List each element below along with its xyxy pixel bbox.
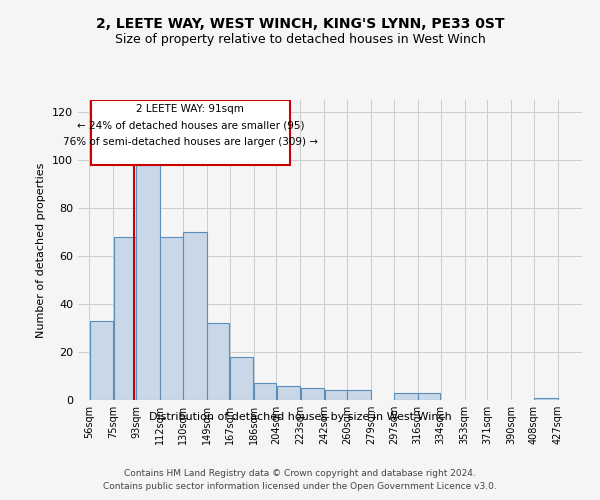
Bar <box>418 393 440 400</box>
Text: 2, LEETE WAY, WEST WINCH, KING'S LYNN, PE33 0ST: 2, LEETE WAY, WEST WINCH, KING'S LYNN, P… <box>96 18 504 32</box>
Bar <box>394 393 418 400</box>
Y-axis label: Number of detached properties: Number of detached properties <box>37 162 46 338</box>
Bar <box>113 237 136 400</box>
Bar <box>136 165 160 400</box>
Bar <box>277 386 300 400</box>
Text: 76% of semi-detached houses are larger (309) →: 76% of semi-detached houses are larger (… <box>63 137 318 147</box>
Text: Contains public sector information licensed under the Open Government Licence v3: Contains public sector information licen… <box>103 482 497 491</box>
Bar <box>325 390 347 400</box>
Bar <box>89 321 113 400</box>
Bar <box>183 232 206 400</box>
Bar <box>207 323 229 400</box>
Bar <box>301 388 324 400</box>
Text: 2 LEETE WAY: 91sqm: 2 LEETE WAY: 91sqm <box>136 104 244 114</box>
FancyBboxPatch shape <box>91 100 290 165</box>
Text: Size of property relative to detached houses in West Winch: Size of property relative to detached ho… <box>115 32 485 46</box>
Text: Distribution of detached houses by size in West Winch: Distribution of detached houses by size … <box>149 412 451 422</box>
Bar <box>534 398 558 400</box>
Bar <box>347 390 371 400</box>
Text: Contains HM Land Registry data © Crown copyright and database right 2024.: Contains HM Land Registry data © Crown c… <box>124 469 476 478</box>
Bar <box>254 383 276 400</box>
Bar <box>230 357 253 400</box>
Text: ← 24% of detached houses are smaller (95): ← 24% of detached houses are smaller (95… <box>77 120 304 130</box>
Bar <box>160 237 182 400</box>
